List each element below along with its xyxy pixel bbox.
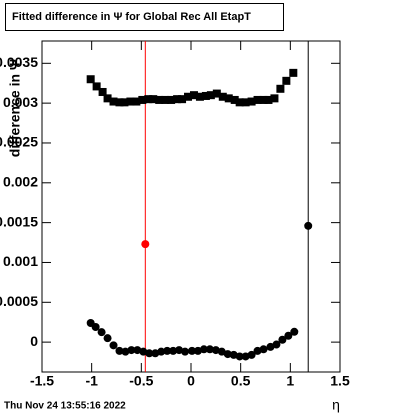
point xyxy=(201,91,210,100)
point xyxy=(230,95,239,104)
point xyxy=(132,97,141,106)
point xyxy=(127,346,136,355)
point xyxy=(86,75,95,84)
point xyxy=(103,334,112,343)
title-box xyxy=(5,3,284,31)
point xyxy=(115,98,124,107)
x-tick-label: 0.5 xyxy=(231,373,251,389)
point xyxy=(247,350,256,359)
x-tick-label: 1.5 xyxy=(330,373,350,389)
point xyxy=(167,95,176,104)
point xyxy=(141,240,150,249)
point xyxy=(92,82,101,91)
point xyxy=(205,345,214,354)
y-tick-label: 0 xyxy=(30,333,38,349)
point xyxy=(145,349,154,358)
x-tick-label: -1.5 xyxy=(30,373,54,389)
point xyxy=(109,97,118,106)
point xyxy=(155,95,164,104)
point xyxy=(224,94,233,103)
point xyxy=(103,94,112,103)
point xyxy=(264,95,273,104)
point xyxy=(212,89,221,98)
point xyxy=(115,346,124,355)
point xyxy=(235,98,244,107)
point xyxy=(163,346,172,355)
point xyxy=(241,98,250,107)
x-tick-label: -1 xyxy=(85,373,98,389)
point xyxy=(97,328,106,337)
y-tick-label: 0.0015 xyxy=(0,213,38,229)
y-tick-label: 0.0025 xyxy=(0,134,38,150)
point xyxy=(157,347,166,356)
point xyxy=(289,68,298,77)
point xyxy=(206,91,215,100)
chart-title: Fitted difference in Ψ for Global Rec Al… xyxy=(12,11,251,23)
point xyxy=(247,97,256,106)
y-tick-label: 0.0005 xyxy=(0,293,38,309)
point xyxy=(272,340,281,349)
point xyxy=(98,87,107,96)
point xyxy=(235,352,244,361)
point xyxy=(253,95,262,104)
point xyxy=(169,346,178,355)
point xyxy=(161,95,170,104)
point xyxy=(259,345,268,354)
point xyxy=(126,97,135,106)
x-tick-label: 1 xyxy=(286,373,294,389)
point xyxy=(276,84,285,93)
point xyxy=(282,76,291,85)
point xyxy=(195,92,204,101)
point xyxy=(278,335,287,344)
point xyxy=(181,347,190,356)
point xyxy=(120,98,129,107)
y-axis-label: difference in Ψ xyxy=(7,59,23,157)
point xyxy=(223,350,232,359)
point xyxy=(304,221,313,230)
point xyxy=(149,95,158,104)
point xyxy=(284,331,293,340)
point xyxy=(199,345,208,354)
point xyxy=(218,92,227,101)
point xyxy=(178,95,187,104)
point xyxy=(259,95,268,104)
point xyxy=(290,327,299,336)
point xyxy=(184,92,193,101)
x-tick-label: -0.5 xyxy=(129,373,153,389)
point xyxy=(109,341,118,350)
point xyxy=(187,346,196,355)
point xyxy=(144,95,153,104)
y-tick-label: 0.003 xyxy=(3,94,38,110)
timestamp: Thu Nov 24 13:55:16 2022 xyxy=(4,401,126,412)
point xyxy=(173,95,182,104)
point xyxy=(91,322,100,331)
x-axis-label: η xyxy=(332,397,340,413)
point xyxy=(189,91,198,100)
y-tick-label: 0.001 xyxy=(3,253,38,269)
x-tick-label: 0 xyxy=(187,373,195,389)
y-tick-label: 0.0035 xyxy=(0,54,38,70)
point xyxy=(138,95,147,104)
y-tick-label: 0.002 xyxy=(3,174,38,190)
point xyxy=(270,94,279,103)
